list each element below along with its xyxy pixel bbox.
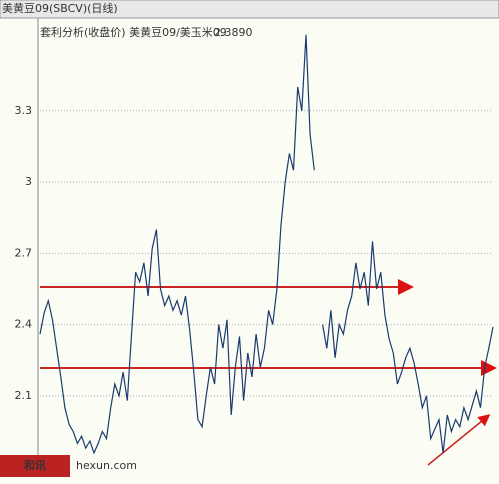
- arrow: [427, 414, 491, 466]
- y-tick-label: 2.1: [15, 389, 33, 402]
- line: [39, 34, 494, 455]
- y-tick-label: 3.3: [15, 104, 33, 117]
- header: 美黄豆09(SBCV)(日线): [2, 1, 118, 15]
- logo-box: [0, 455, 70, 477]
- subtitle: 套利分析(收盘价) 美黄豆09/美玉米09: [40, 25, 227, 39]
- header-bar: [0, 0, 499, 19]
- y-tick-label: 2.7: [15, 246, 33, 259]
- y-tick-label: 2.4: [15, 318, 33, 331]
- logo: 和讯: [24, 458, 46, 472]
- watermark: hexun.com: [76, 459, 137, 472]
- last-value: 2.3890: [214, 26, 253, 39]
- y-tick-label: 3: [25, 175, 32, 188]
